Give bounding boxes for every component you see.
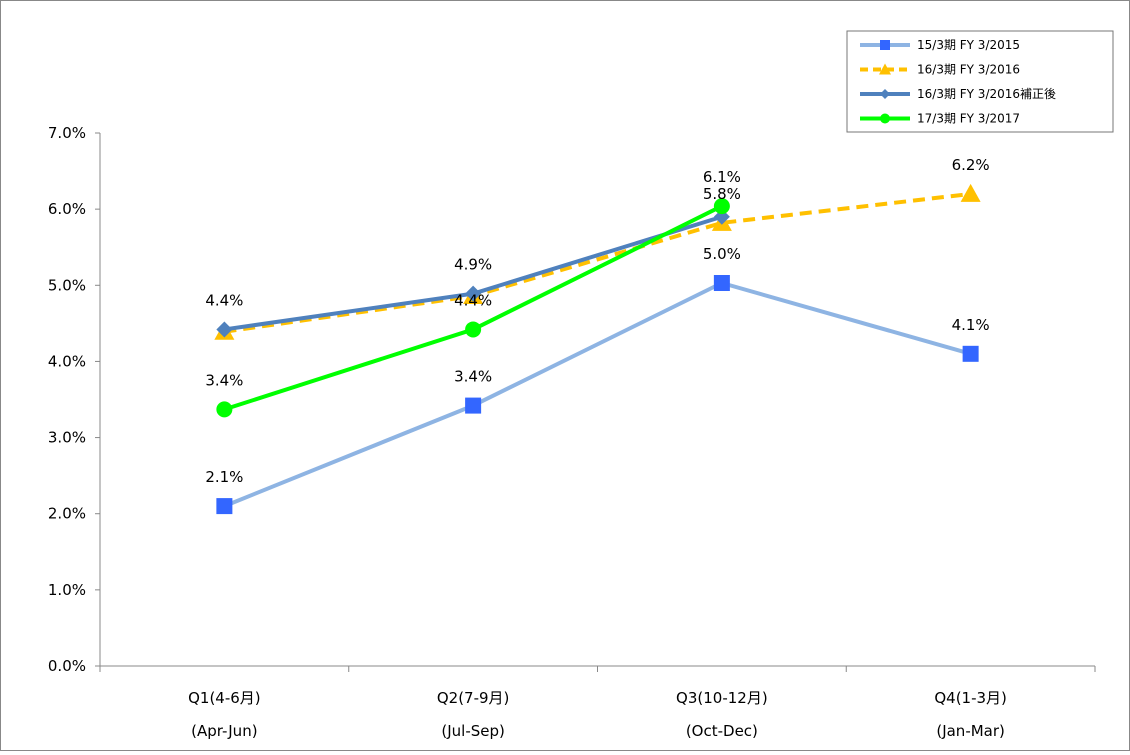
legend-box [846, 30, 1114, 133]
x-category-sublabel: (Oct-Dec) [686, 722, 758, 740]
y-tick-label: 1.0% [48, 581, 86, 599]
data-point [465, 397, 482, 414]
data-label: 4.9% [454, 256, 492, 274]
legend-marker [880, 40, 890, 50]
y-tick-label: 4.0% [48, 352, 86, 370]
y-tick-label: 5.0% [48, 276, 86, 294]
data-label: 6.1% [703, 168, 741, 186]
data-label: 5.0% [703, 245, 741, 263]
data-label: 4.4% [205, 291, 243, 309]
x-category-label: Q1(4-6月) [188, 689, 261, 707]
series-line [223, 281, 972, 508]
x-category-sublabel: (Jul-Sep) [441, 722, 505, 740]
y-tick-label: 0.0% [48, 657, 86, 675]
y-tick-label: 3.0% [48, 429, 86, 447]
data-label: 2.1% [205, 468, 243, 486]
legend-marker [880, 113, 890, 124]
data-point [465, 321, 482, 338]
data-point [713, 198, 730, 215]
data-label: 4.1% [952, 316, 990, 334]
data-point [216, 498, 233, 515]
data-label: 3.4% [205, 371, 243, 389]
data-label: 3.4% [454, 368, 492, 386]
data-point [465, 285, 482, 302]
series-4 [216, 198, 730, 418]
legend-label: 16/3期 FY 3/2016 [917, 63, 1020, 77]
y-tick-label: 7.0% [48, 124, 86, 142]
data-label: 6.2% [952, 156, 990, 174]
data-point [960, 183, 981, 202]
data-point [713, 275, 730, 292]
x-category-label: Q3(10-12月) [676, 689, 768, 707]
data-point [962, 345, 979, 362]
data-point [216, 321, 233, 338]
x-category-sublabel: (Apr-Jun) [191, 722, 257, 740]
legend-marker [879, 63, 891, 75]
series-1 [216, 275, 979, 515]
x-category-label: Q2(7-9月) [437, 689, 510, 707]
x-category-sublabel: (Jan-Mar) [936, 722, 1005, 740]
data-label: 4.4% [454, 291, 492, 309]
legend-label: 17/3期 FY 3/2017 [917, 112, 1020, 126]
legend-label: 16/3期 FY 3/2016補正後 [917, 87, 1056, 101]
data-point [216, 401, 233, 418]
y-tick-label: 2.0% [48, 505, 86, 523]
legend-label: 15/3期 FY 3/2015 [917, 38, 1020, 52]
y-tick-label: 6.0% [48, 200, 86, 218]
data-label: 5.8% [703, 185, 741, 203]
series-line [224, 191, 971, 334]
x-category-label: Q4(1-3月) [934, 689, 1007, 707]
legend-marker [880, 89, 890, 99]
